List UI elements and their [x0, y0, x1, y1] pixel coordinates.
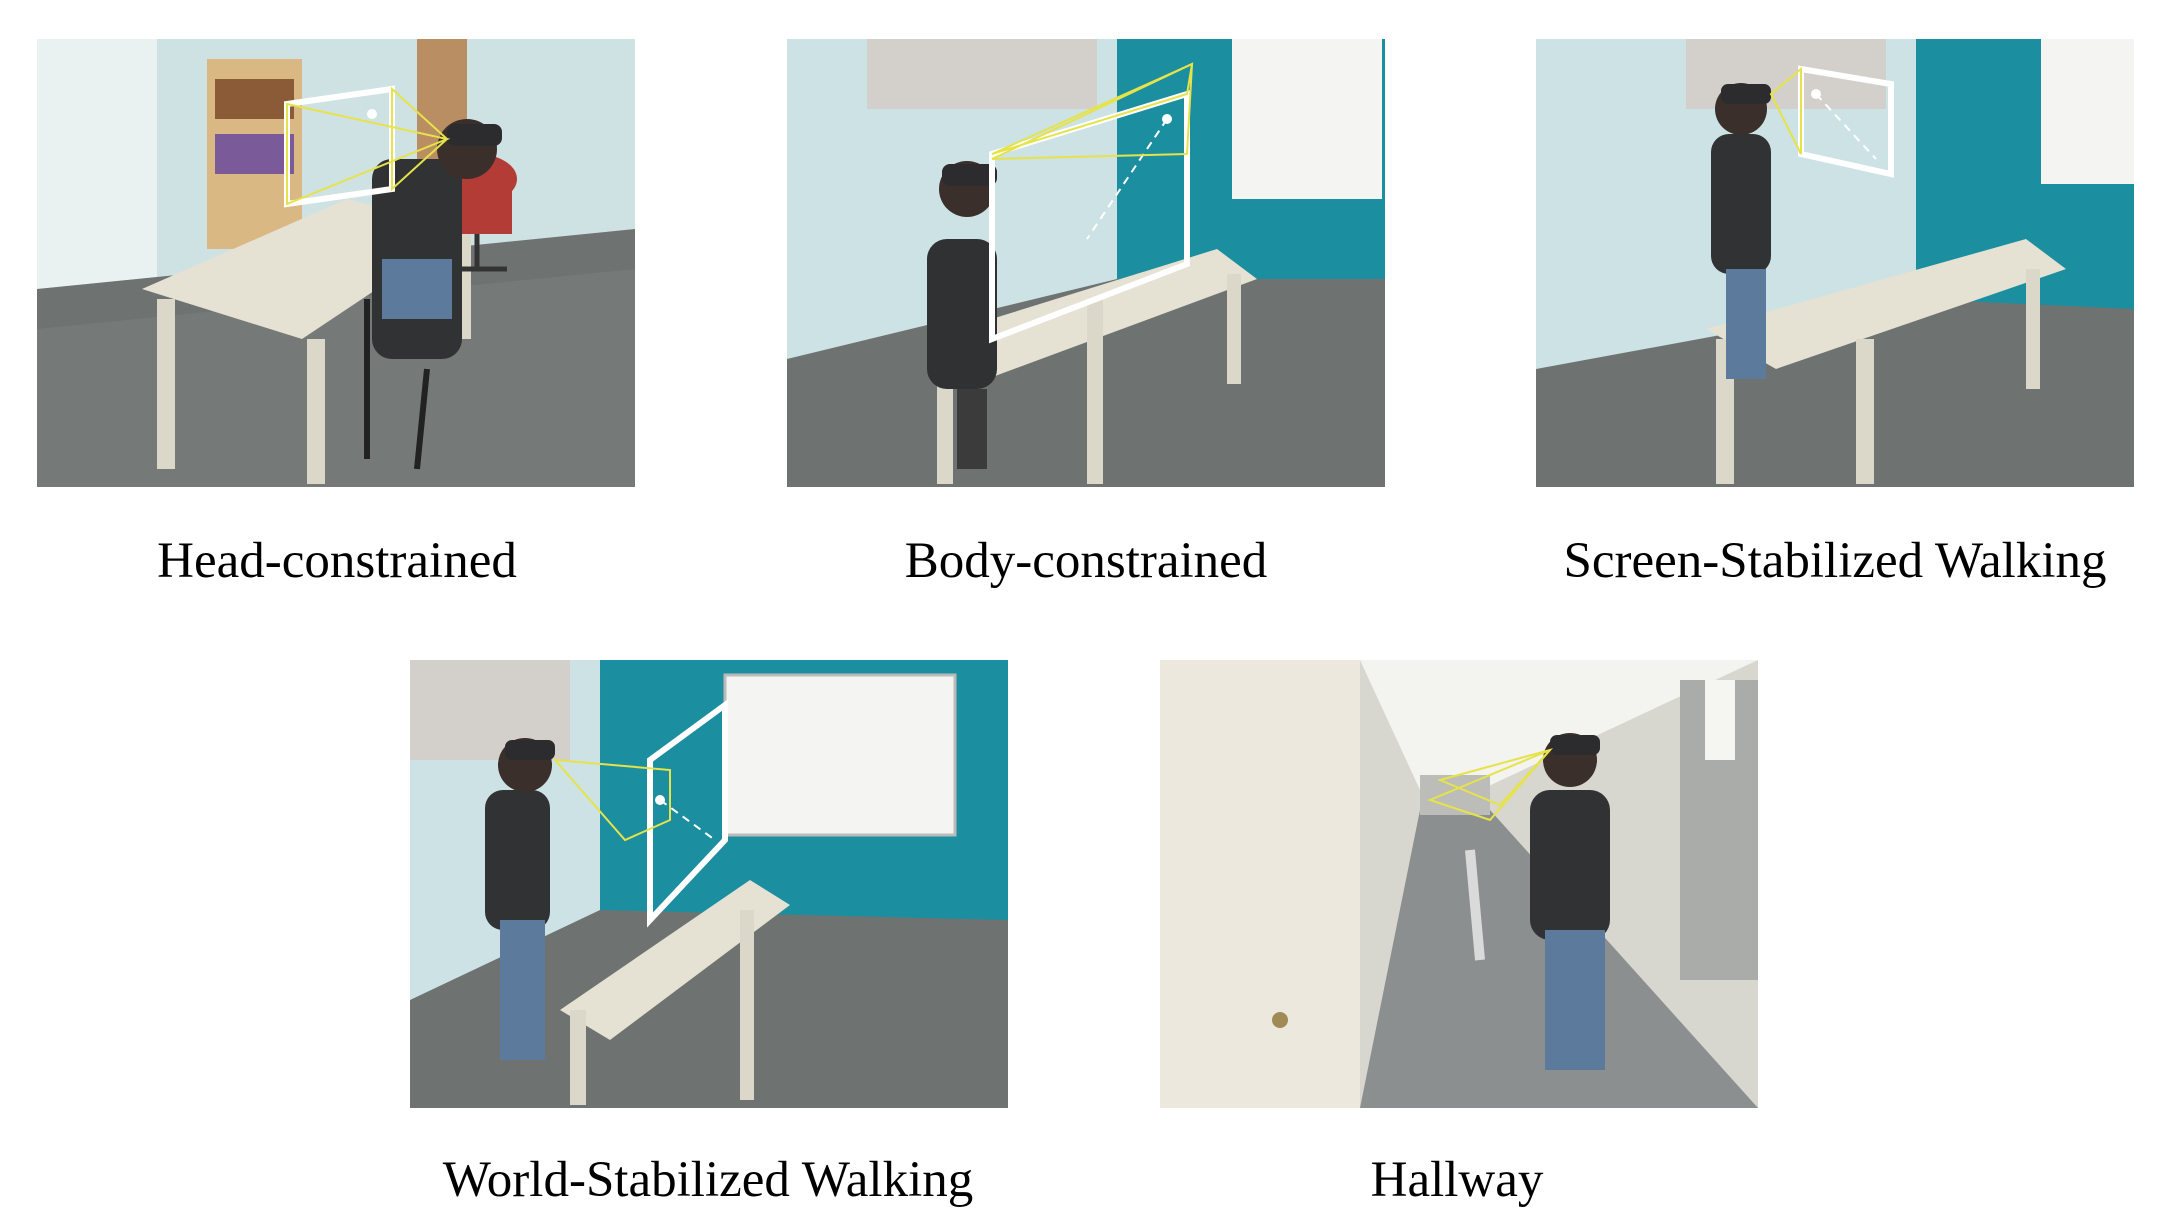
screen-stabilized-walking-scene — [1536, 39, 2134, 487]
photo-world-stabilized-walking — [410, 660, 1008, 1108]
caption-body-constrained: Body-constrained — [904, 533, 1268, 589]
caption-hallway: Hallway — [1370, 1152, 1544, 1208]
body-constrained-scene — [787, 39, 1385, 487]
caption-head-constrained: Head-constrained — [157, 533, 517, 589]
photo-head-constrained — [37, 39, 635, 487]
photo-hallway — [1160, 660, 1758, 1108]
caption-screen-stabilized-walking: Screen-Stabilized Walking — [1563, 533, 2107, 589]
hallway-scene — [1160, 660, 1758, 1108]
head-constrained-scene — [37, 39, 635, 487]
caption-world-stabilized-walking: World-Stabilized Walking — [442, 1152, 974, 1208]
world-stabilized-walking-scene — [410, 660, 1008, 1108]
photo-body-constrained — [787, 39, 1385, 487]
photo-screen-stabilized-walking — [1536, 39, 2134, 487]
